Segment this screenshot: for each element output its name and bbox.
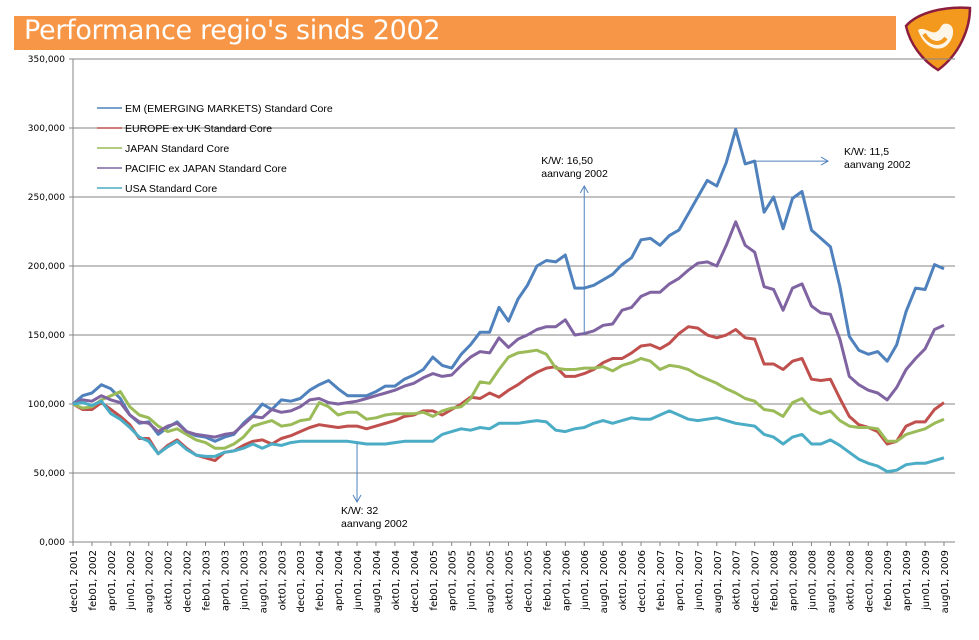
legend-entry: EUROPE ex UK Standard Core — [125, 123, 272, 135]
gridlines — [73, 58, 955, 474]
y-tick-label: 100,000 — [28, 400, 65, 410]
legend-entry: USA Standard Core — [125, 183, 217, 195]
x-tick-label: apr01, 2004 — [334, 550, 345, 611]
x-tick-label: dec01, 2001 — [69, 550, 80, 613]
x-tick-label: jun01, 2007 — [694, 550, 705, 611]
y-axis-ticks: 0,000 50,000 100,000 150,000 200,000 250,000 3… — [28, 55, 73, 548]
x-tick-label: jun01, 2003 — [239, 550, 250, 611]
x-tick-label: aug01, 2008 — [826, 550, 837, 613]
x-tick-label: apr01, 2003 — [220, 550, 231, 611]
arrow-head-icon — [352, 494, 362, 504]
y-tick-label: 250,000 — [28, 193, 65, 203]
x-tick-label: dec01, 2003 — [296, 550, 307, 613]
x-tick-label: feb01, 2005 — [429, 550, 440, 611]
y-tick-label: 150,000 — [28, 331, 65, 341]
x-tick-label: dec01, 2002 — [183, 550, 194, 613]
y-tick-label: 200,000 — [28, 262, 65, 272]
x-tick-label: jun01, 2009 — [921, 550, 932, 611]
x-tick-label: aug01, 2002 — [145, 550, 156, 613]
x-tick-label: apr01, 2008 — [789, 550, 800, 611]
x-tick-label: jun01, 2008 — [807, 550, 818, 611]
title-bar: Performance regio's sinds 2002 — [14, 15, 896, 50]
x-tick-label: okt01, 2007 — [732, 550, 743, 610]
y-tick-label: 350,000 — [28, 55, 65, 65]
series-line-2 — [72, 348, 945, 450]
x-tick-label: aug01, 2006 — [599, 550, 610, 613]
legend: EM (EMERGING MARKETS) Standard Core EUROP… — [97, 103, 333, 195]
legend-entry: EM (EMERGING MARKETS) Standard Core — [125, 103, 333, 115]
y-tick-label: 300,000 — [28, 124, 65, 134]
annotation-sublabel: aanvang 2002 — [341, 518, 408, 530]
x-tick-label: okt01, 2006 — [618, 550, 629, 610]
annotation-label: K/W: 11,5 — [844, 146, 889, 158]
series-line-0 — [72, 127, 945, 443]
x-tick-label: dec01, 2008 — [864, 550, 875, 613]
axes — [72, 59, 955, 543]
x-tick-label: feb01, 2008 — [770, 550, 781, 611]
x-tick-label: feb01, 2003 — [202, 550, 213, 611]
x-tick-label: aug01, 2007 — [713, 550, 724, 613]
series-line-1 — [72, 325, 945, 463]
y-tick-label: 50,000 — [34, 469, 66, 479]
x-tick-label: dec01, 2006 — [637, 550, 648, 613]
annotation-sublabel: aanvang 2002 — [541, 168, 608, 180]
x-tick-label: aug01, 2009 — [940, 550, 951, 613]
x-tick-label: dec01, 2005 — [523, 550, 534, 613]
x-tick-label: aug01, 2003 — [258, 550, 269, 613]
y-tick-label: 0,000 — [39, 538, 65, 548]
series-line-4 — [72, 399, 945, 474]
x-tick-label: okt01, 2004 — [391, 550, 402, 610]
arrow-head-icon — [579, 184, 589, 194]
series-line-3 — [72, 220, 945, 439]
x-tick-label: apr01, 2007 — [675, 550, 686, 611]
x-tick-label: feb01, 2004 — [315, 550, 326, 611]
x-tick-label: feb01, 2007 — [656, 550, 667, 611]
x-tick-label: jun01, 2004 — [353, 550, 364, 611]
x-tick-label: apr01, 2006 — [561, 550, 572, 611]
x-tick-label: okt01, 2003 — [277, 550, 288, 610]
x-tick-label: jun01, 2005 — [467, 550, 478, 611]
x-tick-label: apr01, 2009 — [902, 550, 913, 611]
x-tick-label: jun01, 2006 — [580, 550, 591, 611]
x-tick-label: okt01, 2005 — [505, 550, 516, 610]
legend-entry: PACIFIC ex JAPAN Standard Core — [125, 163, 287, 175]
legend-entry: JAPAN Standard Core — [125, 143, 229, 155]
arrow-head-icon — [820, 156, 830, 166]
x-tick-label: okt01, 2008 — [845, 550, 856, 610]
x-tick-label: feb01, 2002 — [88, 550, 99, 611]
annotation-label: K/W: 16,50 — [541, 155, 593, 167]
x-tick-label: dec01, 2007 — [751, 550, 762, 613]
x-tick-label: feb01, 2009 — [883, 550, 894, 611]
x-tick-label: apr01, 2005 — [448, 550, 459, 611]
orange-shield-logo-icon — [904, 6, 972, 72]
x-tick-label: feb01, 2006 — [542, 550, 553, 611]
page-title: Performance regio's sinds 2002 — [24, 15, 441, 46]
x-tick-label: aug01, 2005 — [486, 550, 497, 613]
x-tick-label: dec01, 2004 — [410, 550, 421, 613]
x-tick-label: jun01, 2002 — [126, 550, 137, 611]
x-tick-label: okt01, 2002 — [164, 550, 175, 610]
series-lines — [72, 127, 945, 474]
x-tick-label: aug01, 2004 — [372, 550, 383, 613]
x-tick-label: apr01, 2002 — [107, 550, 118, 611]
x-axis-ticks: dec01, 2001 feb01, 2002 apr01, 2002 jun01, … — [69, 542, 951, 613]
annotation-label: K/W: 32 — [341, 505, 378, 517]
annotation-sublabel: aanvang 2002 — [844, 159, 911, 171]
